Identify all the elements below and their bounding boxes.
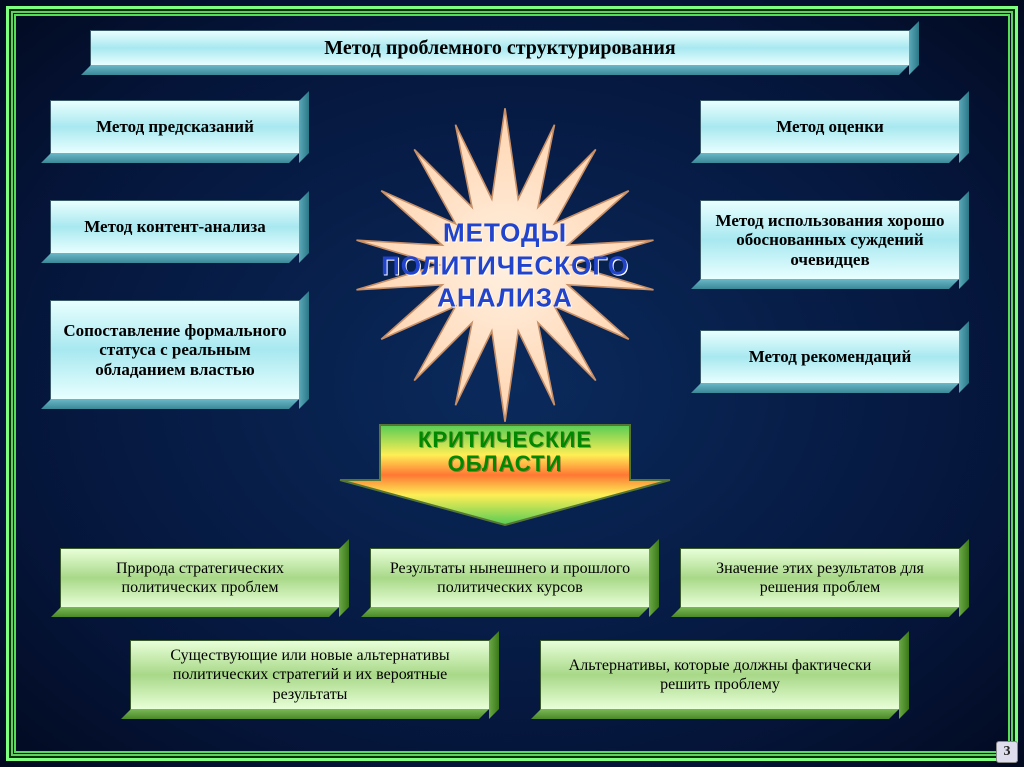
left-box-3-label: Сопоставление формального статуса с реал… — [59, 321, 291, 380]
green-r2-2: Альтернативы, которые должны фактически … — [540, 640, 900, 710]
arrow-down: КРИТИЧЕСКИЕ ОБЛАСТИ — [330, 420, 680, 530]
star-text: МЕТОДЫ ПОЛИТИЧЕСКОГО АНАЛИЗА — [381, 216, 629, 314]
right-box-1-label: Метод оценки — [776, 117, 884, 137]
arrow-label: КРИТИЧЕСКИЕ ОБЛАСТИ — [418, 428, 593, 476]
green-r2-2-label: Альтернативы, которые должны фактически … — [549, 656, 891, 694]
green-r1-1-label: Природа стратегических политических проб… — [69, 559, 331, 597]
header-title: Метод проблемного структурирования — [324, 37, 675, 60]
green-r1-1: Природа стратегических политических проб… — [60, 548, 340, 608]
right-box-2-label: Метод использования хорошо обоснованных … — [709, 211, 951, 270]
green-r1-3: Значение этих результатов для решения пр… — [680, 548, 960, 608]
green-r1-2-label: Результаты нынешнего и прошлого политиче… — [379, 559, 641, 597]
header-box: Метод проблемного структурирования — [90, 30, 910, 66]
green-r1-3-label: Значение этих результатов для решения пр… — [689, 559, 951, 597]
left-box-1-label: Метод предсказаний — [96, 117, 254, 137]
green-r2-1-label: Существующие или новые альтернативы поли… — [139, 646, 481, 704]
green-r1-2: Результаты нынешнего и прошлого политиче… — [370, 548, 650, 608]
green-r2-1: Существующие или новые альтернативы поли… — [130, 640, 490, 710]
left-box-2: Метод контент-анализа — [50, 200, 300, 254]
page-number: 3 — [996, 741, 1018, 763]
left-box-1: Метод предсказаний — [50, 100, 300, 154]
right-box-3: Метод рекомендаций — [700, 330, 960, 384]
right-box-1: Метод оценки — [700, 100, 960, 154]
right-box-2: Метод использования хорошо обоснованных … — [700, 200, 960, 280]
starburst: МЕТОДЫ ПОЛИТИЧЕСКОГО АНАЛИЗА — [340, 100, 670, 430]
right-box-3-label: Метод рекомендаций — [749, 347, 912, 367]
left-box-3: Сопоставление формального статуса с реал… — [50, 300, 300, 400]
left-box-2-label: Метод контент-анализа — [84, 217, 266, 237]
